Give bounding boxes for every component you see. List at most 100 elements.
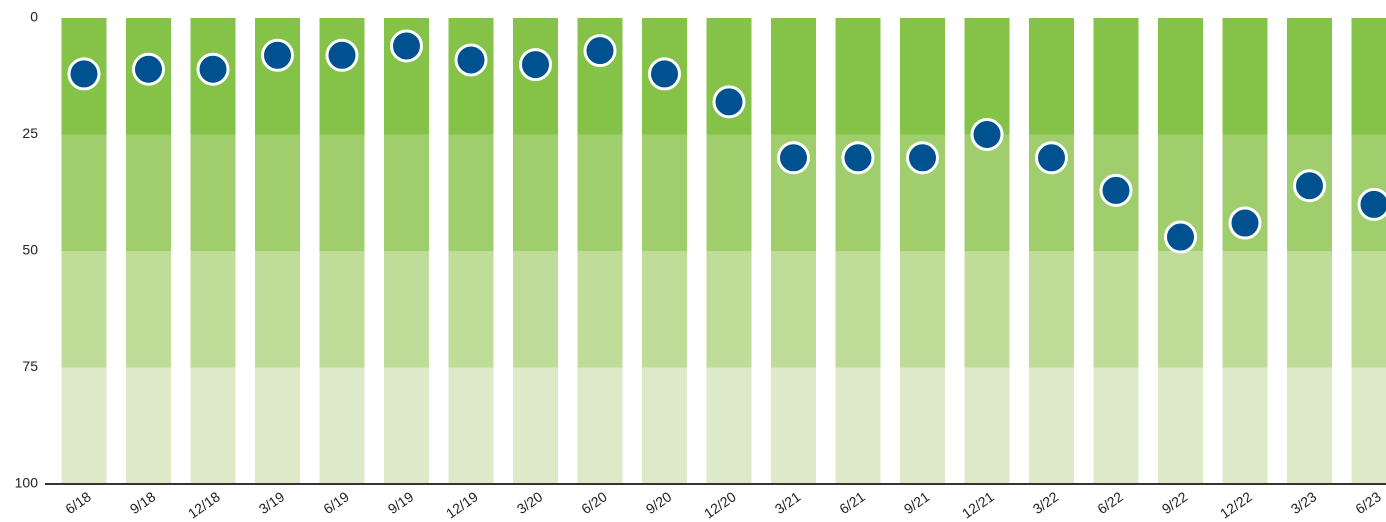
band [513, 367, 558, 484]
band [448, 367, 494, 484]
y-tick-label: 100 [15, 475, 39, 491]
band [964, 251, 1010, 368]
band [1222, 18, 1268, 135]
band [577, 367, 623, 484]
band [319, 18, 365, 135]
band [1287, 251, 1332, 368]
x-tick-label: 6/21 [836, 488, 868, 517]
x-tick-label: 9/22 [1159, 488, 1191, 517]
band [964, 367, 1010, 484]
x-tick-label: 3/20 [514, 488, 546, 517]
band [706, 134, 752, 251]
band [61, 251, 107, 368]
y-tick-label: 0 [30, 9, 38, 25]
band [190, 134, 236, 251]
y-tick-label: 25 [22, 125, 38, 141]
dot [777, 141, 810, 175]
band [126, 134, 171, 251]
dot [196, 52, 230, 86]
dot [841, 141, 875, 175]
band [900, 367, 945, 484]
band [964, 134, 1010, 251]
x-tick-label: 9/19 [385, 488, 417, 517]
x-tick-label: 12/18 [185, 488, 223, 521]
band [1029, 18, 1074, 135]
band [642, 134, 687, 251]
band [384, 367, 429, 484]
band [835, 18, 881, 135]
band [835, 251, 881, 368]
x-tick-label: 9/18 [127, 488, 159, 517]
band [126, 367, 171, 484]
dot [261, 38, 294, 72]
band [190, 251, 236, 368]
band [255, 18, 300, 135]
x-tick-label: 6/20 [578, 488, 610, 517]
band [1093, 251, 1139, 368]
dot [1035, 141, 1068, 175]
band [384, 134, 429, 251]
band [448, 134, 494, 251]
dot [1293, 169, 1326, 203]
dot [648, 57, 681, 91]
dot [970, 118, 1004, 151]
dot [906, 141, 939, 175]
dot [1164, 220, 1197, 254]
band [1351, 251, 1386, 368]
band [1287, 367, 1332, 484]
band [255, 251, 300, 368]
dot [1357, 187, 1386, 221]
band [319, 134, 365, 251]
band [1222, 367, 1268, 484]
band [900, 251, 945, 368]
band [61, 134, 107, 251]
band [1158, 367, 1203, 484]
dot [454, 43, 488, 77]
dot [390, 29, 423, 63]
x-tick-label: 6/23 [1352, 488, 1384, 517]
dot [67, 57, 101, 91]
dot [325, 38, 359, 72]
band [1029, 367, 1074, 484]
band [1158, 18, 1203, 135]
dot [583, 34, 617, 68]
band [513, 251, 558, 368]
band [577, 251, 623, 368]
x-tick-label: 6/18 [62, 488, 94, 517]
band [706, 251, 752, 368]
band [771, 251, 816, 368]
x-tick-label: 12/20 [701, 488, 739, 521]
band [448, 251, 494, 368]
band [319, 367, 365, 484]
x-tick-label: 12/21 [959, 488, 997, 521]
band [835, 367, 881, 484]
x-tick-label: 6/22 [1094, 488, 1126, 517]
x-tick-label: 12/19 [443, 488, 481, 521]
band [190, 367, 236, 484]
band [255, 367, 300, 484]
band [771, 367, 816, 484]
band [900, 18, 945, 135]
band [513, 134, 558, 251]
band [384, 251, 429, 368]
band [1351, 367, 1386, 484]
band [642, 251, 687, 368]
x-tick-label: 3/22 [1030, 488, 1062, 517]
y-tick-label: 75 [22, 358, 38, 374]
band [1093, 367, 1139, 484]
x-tick-label: 12/22 [1217, 488, 1255, 521]
band [964, 18, 1010, 135]
dot [712, 85, 746, 119]
dot [132, 52, 165, 86]
dot [519, 48, 552, 82]
dot [1099, 173, 1133, 207]
x-tick-label: 3/23 [1288, 488, 1320, 517]
y-tick-label: 50 [22, 242, 38, 258]
x-tick-label: 9/20 [643, 488, 675, 517]
x-tick-label: 6/19 [320, 488, 352, 517]
band [61, 367, 107, 484]
band [319, 251, 365, 368]
band [1222, 251, 1268, 368]
band [255, 134, 300, 251]
